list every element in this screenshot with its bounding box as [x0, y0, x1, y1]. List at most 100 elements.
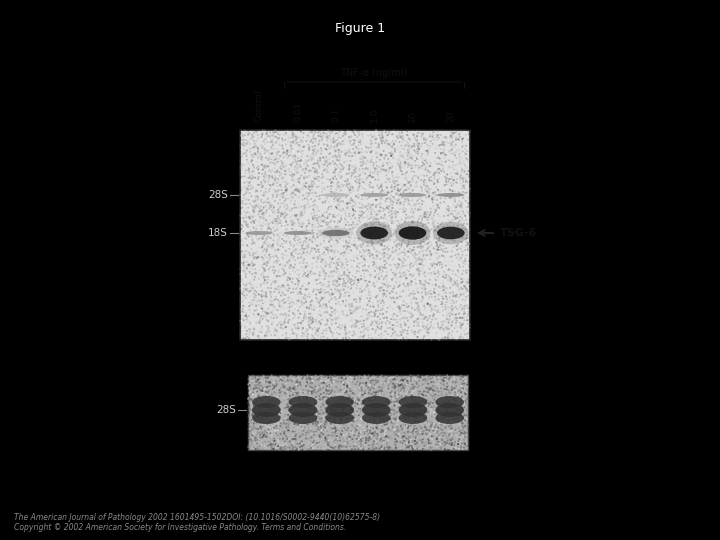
Point [462, 380, 473, 389]
Point [359, 189, 371, 198]
Point [419, 389, 431, 397]
Point [268, 232, 279, 240]
Point [444, 333, 455, 341]
Point [407, 427, 418, 435]
Point [464, 201, 475, 210]
Point [342, 177, 354, 185]
Point [433, 186, 444, 194]
Point [368, 321, 379, 329]
Point [340, 376, 351, 385]
Point [372, 320, 383, 328]
Point [461, 302, 472, 310]
Point [352, 431, 364, 440]
Ellipse shape [322, 193, 350, 197]
Point [260, 293, 271, 302]
Point [417, 326, 428, 335]
Point [285, 141, 297, 150]
Point [461, 406, 472, 414]
Point [261, 258, 272, 266]
Point [430, 276, 441, 285]
Point [417, 322, 428, 330]
Point [344, 161, 356, 170]
Point [258, 408, 270, 417]
Point [257, 241, 269, 249]
Point [392, 173, 404, 182]
Point [423, 279, 434, 287]
Point [286, 188, 297, 197]
Point [381, 401, 392, 410]
Point [424, 371, 436, 380]
Point [438, 371, 449, 380]
Point [305, 424, 316, 433]
Point [286, 375, 297, 384]
Point [437, 334, 449, 343]
Point [315, 234, 327, 243]
Point [368, 138, 379, 146]
Point [369, 309, 381, 318]
Ellipse shape [289, 396, 318, 408]
Point [354, 148, 366, 157]
Point [424, 130, 436, 139]
Point [431, 245, 442, 253]
Point [430, 159, 441, 168]
Point [410, 403, 422, 412]
Point [294, 387, 306, 395]
Point [258, 378, 270, 387]
Point [437, 320, 449, 328]
Point [306, 156, 318, 165]
Point [235, 327, 246, 335]
Point [308, 132, 320, 141]
Point [454, 409, 465, 417]
Point [351, 157, 362, 166]
Point [261, 247, 272, 255]
Point [382, 188, 393, 197]
Point [403, 178, 415, 187]
Point [298, 201, 310, 210]
Point [420, 380, 431, 389]
Point [356, 181, 367, 190]
Point [452, 396, 464, 404]
Point [403, 291, 415, 300]
Point [455, 163, 467, 171]
Point [418, 398, 430, 407]
Point [395, 141, 407, 150]
Point [384, 141, 395, 150]
Point [463, 201, 474, 210]
Point [331, 144, 343, 152]
Point [336, 431, 348, 440]
Point [312, 326, 323, 335]
Point [326, 377, 338, 386]
Point [458, 224, 469, 232]
Point [334, 390, 346, 399]
Point [243, 151, 255, 160]
Point [239, 265, 251, 274]
Point [249, 414, 261, 423]
Point [271, 173, 282, 182]
Point [427, 139, 438, 148]
Point [303, 279, 315, 287]
Point [248, 248, 259, 256]
Point [325, 443, 336, 451]
Point [451, 424, 462, 433]
Point [312, 131, 324, 140]
Point [426, 422, 437, 431]
Point [346, 137, 357, 145]
Point [302, 166, 313, 174]
Point [277, 376, 289, 385]
Point [429, 226, 441, 234]
Point [431, 204, 443, 213]
Point [398, 145, 410, 153]
Point [384, 386, 395, 394]
Point [412, 147, 423, 156]
Point [277, 281, 289, 289]
Point [333, 137, 344, 145]
Point [346, 168, 358, 177]
Point [282, 184, 293, 193]
Point [438, 224, 450, 233]
Point [408, 317, 420, 326]
Point [410, 180, 422, 188]
Point [458, 408, 469, 417]
Point [253, 433, 265, 441]
Point [241, 264, 253, 273]
Point [294, 259, 305, 268]
